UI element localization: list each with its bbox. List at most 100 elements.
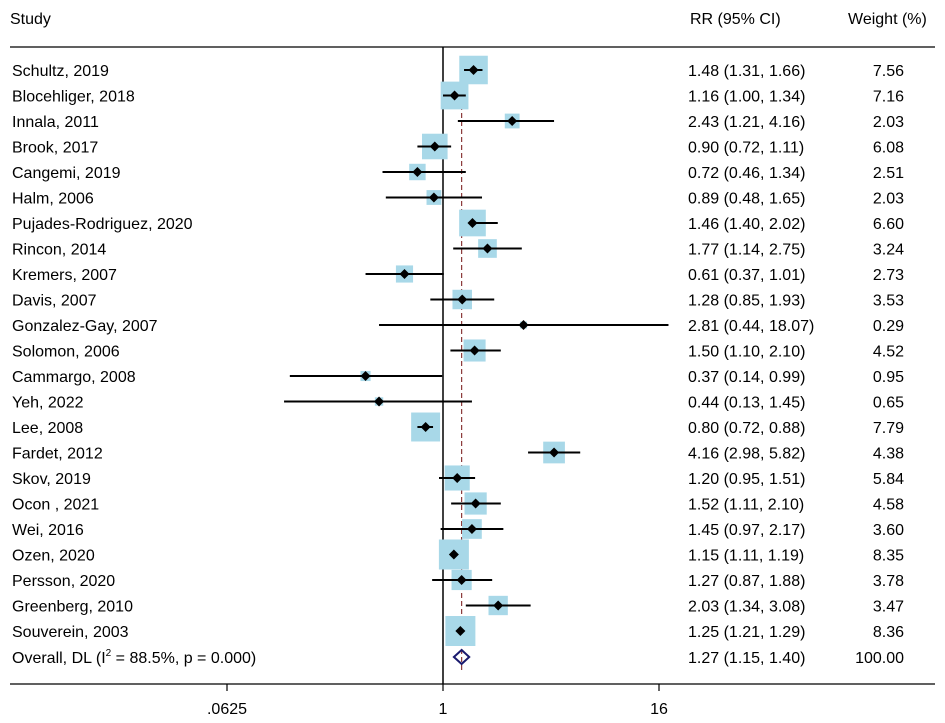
study-row: Persson, 2020 1.27 (0.87, 1.88) 3.78	[12, 569, 904, 591]
study-weight-text: 4.58	[873, 497, 904, 514]
study-ci-text: 0.44 (0.13, 1.45)	[688, 395, 805, 412]
study-ci-text: 1.52 (1.11, 2.10)	[688, 497, 804, 514]
study-weight-text: 3.78	[873, 573, 904, 590]
study-row: Skov, 2019 1.20 (0.95, 1.51) 5.84	[12, 465, 904, 491]
study-point	[449, 90, 460, 101]
study-ci-text: 1.50 (1.10, 2.10)	[688, 344, 805, 361]
study-point	[412, 167, 423, 177]
study-ci-text: 1.20 (0.95, 1.51)	[688, 471, 805, 488]
study-point	[470, 498, 481, 509]
header-ci: RR (95% CI)	[690, 11, 781, 28]
study-point	[467, 218, 478, 228]
study-row: Schultz, 2019 1.48 (1.31, 1.66) 7.56	[12, 55, 904, 85]
study-rows: Schultz, 2019 1.48 (1.31, 1.66) 7.56Bloceh…	[12, 55, 904, 646]
study-point	[455, 626, 466, 636]
study-row: Gonzalez-Gay, 2007 2.81 (0.44, 18.07) 0.29	[12, 318, 904, 335]
study-label: Solomon, 2006	[12, 344, 120, 361]
study-ci-text: 0.72 (0.46, 1.34)	[688, 165, 805, 182]
study-label: Greenberg, 2010	[12, 599, 133, 616]
study-weight-text: 6.08	[873, 140, 904, 157]
study-row: Rincon, 2014 1.77 (1.14, 2.75) 3.24	[12, 239, 904, 259]
study-point	[456, 575, 467, 585]
study-weight-text: 7.16	[873, 89, 904, 106]
study-label: Cangemi, 2019	[12, 165, 121, 182]
study-label: Lee, 2008	[12, 420, 83, 437]
study-point	[429, 141, 440, 152]
study-weight-text: 3.47	[873, 599, 904, 616]
study-label: Blocehliger, 2018	[12, 89, 135, 106]
study-ci-text: 0.89 (0.48, 1.65)	[688, 191, 805, 208]
study-label: Halm, 2006	[12, 191, 94, 208]
study-label: Schultz, 2019	[12, 63, 109, 80]
study-row: Halm, 2006 0.89 (0.48, 1.65) 2.03	[12, 190, 904, 208]
study-weight-text: 7.79	[873, 420, 904, 437]
study-point	[482, 243, 493, 254]
study-weight-text: 3.53	[873, 293, 904, 310]
study-point	[452, 473, 463, 483]
study-point	[468, 65, 479, 75]
study-point	[457, 294, 468, 305]
header-study: Study	[10, 11, 51, 28]
study-weight-text: 0.95	[873, 369, 904, 386]
study-label: Innala, 2011	[12, 114, 99, 131]
overall-label-prefix: Overall, DL (I	[12, 650, 106, 667]
study-ci-text: 1.28 (0.85, 1.93)	[688, 293, 805, 310]
x-tick-label: .0625	[207, 701, 247, 718]
study-point	[549, 447, 560, 458]
study-row: Yeh, 2022 0.44 (0.13, 1.45) 0.65	[12, 395, 904, 412]
study-label: Brook, 2017	[12, 140, 98, 157]
study-weight-text: 2.73	[873, 267, 904, 284]
study-row: Blocehliger, 2018 1.16 (1.00, 1.34) 7.16	[12, 81, 904, 110]
study-row: Ozen, 2020 1.15 (1.11, 1.19) 8.35	[12, 539, 904, 570]
study-ci-text: 1.16 (1.00, 1.34)	[688, 89, 805, 106]
overall-label-sup: 2	[106, 648, 112, 659]
header-weight: Weight (%)	[848, 11, 927, 28]
study-row: Cammargo, 2008 0.37 (0.14, 0.99) 0.95	[12, 369, 904, 386]
study-weight-text: 0.29	[873, 318, 904, 335]
study-row: Kremers, 2007 0.61 (0.37, 1.01) 2.73	[12, 265, 904, 284]
study-row: Fardet, 2012 4.16 (2.98, 5.82) 4.38	[12, 441, 904, 464]
study-point	[374, 396, 385, 407]
study-weight-text: 3.60	[873, 522, 904, 539]
x-tick-label: 16	[650, 701, 668, 718]
study-point	[469, 345, 480, 356]
study-weight-text: 2.03	[873, 114, 904, 131]
study-point	[448, 549, 459, 560]
study-row: Souverein, 2003 1.25 (1.21, 1.29) 8.36	[12, 616, 904, 646]
study-label: Fardet, 2012	[12, 446, 103, 463]
study-ci-text: 1.27 (0.87, 1.88)	[688, 573, 805, 590]
study-label: Davis, 2007	[12, 293, 97, 310]
study-label: Pujades-Rodriguez, 2020	[12, 216, 193, 233]
study-point	[518, 320, 529, 330]
study-label: Cammargo, 2008	[12, 369, 136, 386]
study-row: Cangemi, 2019 0.72 (0.46, 1.34) 2.51	[12, 163, 904, 182]
study-ci-text: 1.15 (1.11, 1.19)	[688, 548, 804, 565]
study-weight-text: 8.36	[873, 624, 904, 641]
study-label: Rincon, 2014	[12, 242, 106, 259]
study-label: Skov, 2019	[12, 471, 91, 488]
study-row: Pujades-Rodriguez, 2020 1.46 (1.40, 2.02)…	[12, 209, 904, 237]
study-ci-text: 0.37 (0.14, 0.99)	[688, 369, 805, 386]
study-label: Persson, 2020	[12, 573, 115, 590]
overall-label-suffix: = 88.5%, p = 0.000)	[111, 650, 256, 667]
study-row: Davis, 2007 1.28 (0.85, 1.93) 3.53	[12, 289, 904, 310]
x-ticks: .0625 1 16	[207, 684, 668, 718]
study-ci-text: 4.16 (2.98, 5.82)	[688, 446, 805, 463]
study-label: Souverein, 2003	[12, 624, 129, 641]
study-ci-text: 1.46 (1.40, 2.02)	[688, 216, 805, 233]
overall-row: Overall, DL (I2 = 88.5%, p = 0.000) 1.27…	[12, 648, 904, 667]
study-ci-text: 2.81 (0.44, 18.07)	[688, 318, 814, 335]
study-row: Lee, 2008 0.80 (0.72, 0.88) 7.79	[12, 412, 904, 442]
study-point	[428, 192, 439, 203]
study-point	[360, 371, 371, 381]
study-label: Gonzalez-Gay, 2007	[12, 318, 158, 335]
study-weight-text: 2.03	[873, 191, 904, 208]
study-ci-text: 1.77 (1.14, 2.75)	[688, 242, 805, 259]
study-ci-text: 1.25 (1.21, 1.29)	[688, 624, 805, 641]
study-weight-text: 8.35	[873, 548, 904, 565]
overall-label: Overall, DL (I2 = 88.5%, p = 0.000)	[12, 648, 256, 667]
study-row: Solomon, 2006 1.50 (1.10, 2.10) 4.52	[12, 339, 904, 362]
study-weight-text: 3.24	[873, 242, 904, 259]
study-weight-text: 4.52	[873, 344, 904, 361]
